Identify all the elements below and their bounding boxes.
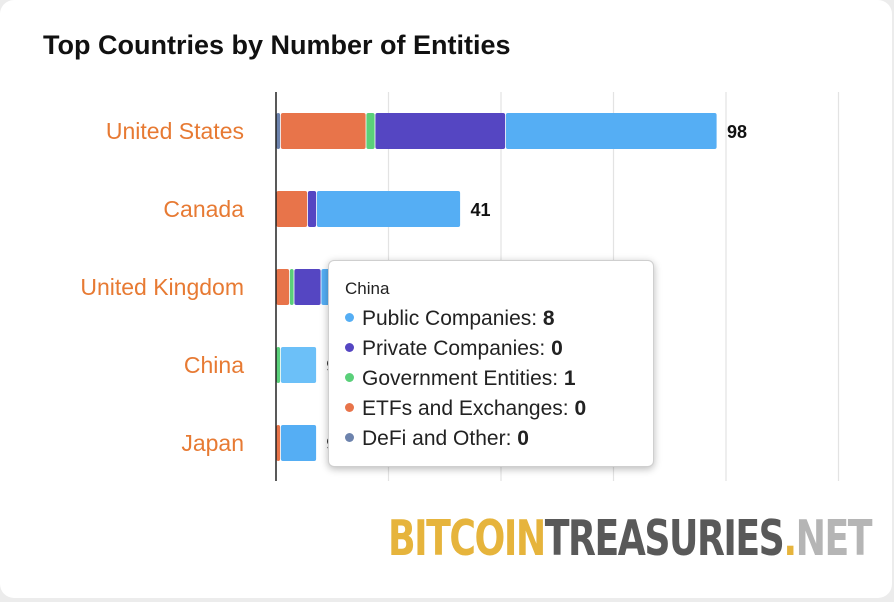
bar-canada-private-companies (307, 191, 317, 227)
logo-net: NET (795, 510, 873, 567)
bar-united-states-public-companies (505, 113, 717, 149)
tooltip-value: 0 (551, 337, 563, 360)
chart-tooltip: China Public Companies: 8 Private Compan… (328, 260, 654, 467)
category-label-canada: Canada (163, 196, 244, 222)
etfs-exchanges-dot (345, 402, 354, 412)
bar-chart: United States 98 Canada 41 United Kingdom Chi… (80, 92, 840, 481)
category-label-china: China (184, 352, 244, 378)
tooltip-value: 0 (574, 397, 587, 420)
bar-china-public-companies (280, 347, 317, 383)
logo-dot: . (783, 510, 797, 567)
total-label-canada: 41 (471, 200, 491, 220)
tooltip-label: Public Companies: (362, 307, 543, 330)
bar-united-kingdom-private-companies (294, 269, 321, 305)
tooltip-label: ETFs and Exchanges: (362, 397, 575, 420)
category-label-united-kingdom: United Kingdom (80, 274, 244, 300)
tooltip-label: DeFi and Other: (362, 427, 518, 450)
tooltip-label: Private Companies: (362, 337, 552, 360)
tooltip-label: Government Entities: (362, 367, 564, 390)
bar-united-states-etfs-and-exchanges (280, 113, 366, 149)
bar-japan-public-companies (280, 425, 317, 461)
tooltip-value: 0 (517, 427, 529, 450)
bar-united-states-government-entities (366, 113, 375, 149)
tooltip-row-public: Public Companies: 8 (345, 304, 653, 334)
tooltip-row-etfs: ETFs and Exchanges: 0 (345, 394, 653, 424)
public-companies-dot (345, 312, 354, 322)
bar-canada-etfs-and-exchanges (276, 191, 308, 227)
bar-united-kingdom-government-entities (289, 269, 294, 305)
bar-united-states-private-companies (375, 113, 506, 149)
bar-canada-public-companies (316, 191, 461, 227)
private-companies-dot (345, 342, 354, 352)
category-label-united-states: United States (106, 118, 244, 144)
tooltip-row-defi: DeFi and Other: 0 (345, 424, 653, 454)
total-label-united-states: 98 (727, 122, 747, 142)
logo-treasuries: TREASURIES (544, 510, 785, 567)
tooltip-value: 1 (563, 367, 576, 390)
tooltip-row-private: Private Companies: 0 (345, 334, 653, 364)
category-label-japan: Japan (181, 430, 244, 456)
tooltip-row-government: Government Entities: 1 (345, 364, 653, 394)
tooltip-value: 8 (542, 307, 555, 330)
tooltip-header: China (345, 279, 390, 298)
bar-japan-etfs-and-exchanges (276, 425, 281, 461)
logo-bitcoin: BITCOIN (388, 510, 546, 567)
bar-united-kingdom-etfs-and-exchanges (276, 269, 290, 305)
chart-title: Top Countries by Number of Entities (43, 30, 511, 60)
government-entities-dot (345, 372, 354, 382)
bar-united-states-defi-and-other (276, 113, 281, 149)
bitcointreasuries-logo[interactable]: BITCOINTREASURIES.NET (388, 510, 873, 567)
defi-other-dot (345, 432, 354, 442)
bar-china-government-entities (276, 347, 281, 383)
